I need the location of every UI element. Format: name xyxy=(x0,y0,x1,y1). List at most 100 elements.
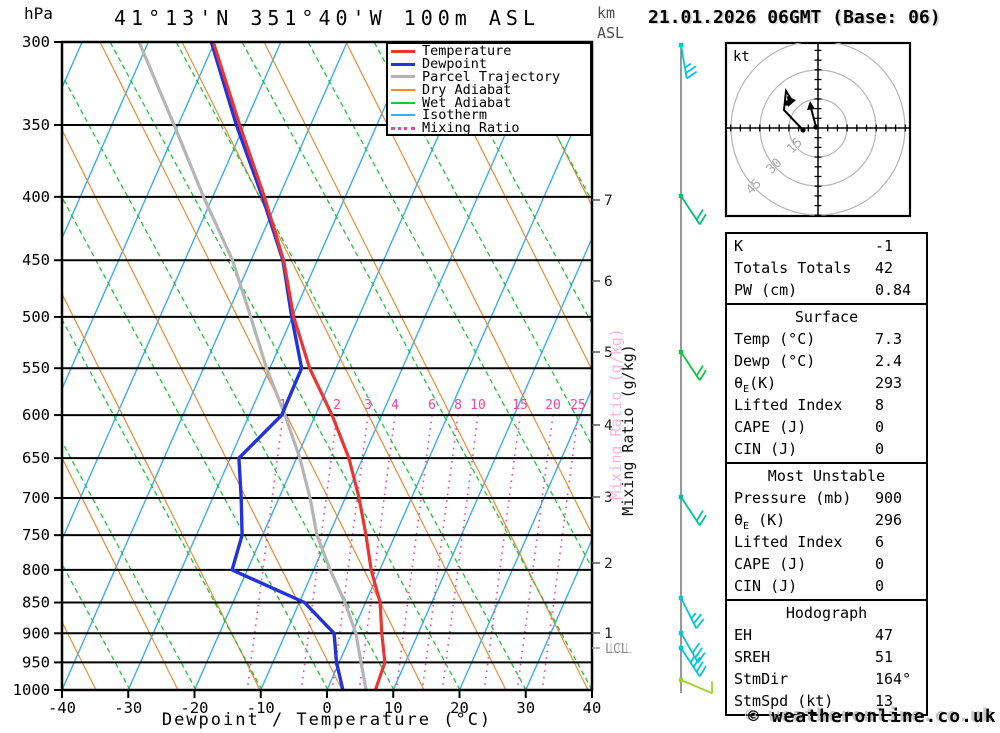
sounding-curves xyxy=(137,42,387,690)
mixing-ratio-axis-label-ghost: Mixing Ratio (g/kg) xyxy=(607,328,625,500)
mixing-ratio-value-label: 20 xyxy=(545,398,561,413)
table-row-value: 47 xyxy=(875,626,894,644)
lcl-label-ghost: LCL xyxy=(609,642,633,657)
temperature-tick-label: 30 xyxy=(516,699,535,717)
table-row-value: 900 xyxy=(875,489,903,507)
table-row-label: Totals Totals xyxy=(734,259,852,277)
table-row: SREH 51 xyxy=(727,646,926,668)
table-row: CAPE (J) 0 xyxy=(727,553,926,575)
table-row-value: 13 xyxy=(875,692,894,710)
table-row-label: CIN (J) xyxy=(734,577,798,595)
dewpoint-line-swatch xyxy=(391,62,415,66)
table-row: Lifted Index 8 xyxy=(727,394,926,416)
table-section-title: Hodograph xyxy=(785,604,868,622)
table-row: CAPE (J) 0 xyxy=(727,416,926,438)
wet-adiabat-lines xyxy=(62,42,592,690)
plot-frame xyxy=(60,40,594,692)
table-row: Temp (°C) 7.3 xyxy=(727,328,926,350)
temperature-tick-label: -30 xyxy=(114,699,142,717)
valid-time-title: 21.01.2026 06GMT (Base: 06) xyxy=(648,7,941,28)
pressure-tick-label: 350 xyxy=(22,116,50,134)
legend-label: Mixing Ratio xyxy=(422,120,520,137)
table-row-label: K xyxy=(734,237,744,255)
km-axis-unit-line1: km xyxy=(597,4,616,22)
table-row-label: SREH xyxy=(734,648,771,666)
pressure-tick-label: 450 xyxy=(22,251,50,269)
table-section-indices: K -1 Totals Totals 42 PW (cm) 0.84 xyxy=(727,234,926,303)
table-row-value: 7.3 xyxy=(875,330,903,348)
table-row: K -1 xyxy=(727,235,926,257)
table-row: StmSpd (kt) 13 xyxy=(727,690,926,712)
copyright: © weatheronline.co.uk xyxy=(748,706,997,727)
wind-barb xyxy=(678,595,705,629)
table-row: Dewp (°C) 2.4 xyxy=(727,350,926,372)
temperature-tick-label: 40 xyxy=(583,699,602,717)
table-section-title: Surface xyxy=(794,308,859,326)
table-row-value: 0 xyxy=(875,555,885,573)
km-axis-unit: km ASL xyxy=(597,3,624,43)
pressure-tick-label: 500 xyxy=(22,308,50,326)
pressure-tick-label: 650 xyxy=(22,449,50,467)
table-row-label: EH xyxy=(734,626,753,644)
table-row: StmDir 164° xyxy=(727,668,926,690)
pressure-tick-label: 950 xyxy=(22,653,50,671)
km-tick-label: 6 xyxy=(604,274,613,290)
parcel-trajectory-curve xyxy=(137,42,368,690)
wind-barb xyxy=(678,677,714,695)
indices-table: K -1 Totals Totals 42 PW (cm) 0.84 Surface Temp… xyxy=(725,232,928,716)
plot-background: 1 2 3 4 6 8 10 15 20 25 xyxy=(62,42,592,690)
legend-label: Parcel Trajectory xyxy=(422,69,561,85)
table-row-value: 6 xyxy=(875,533,885,551)
temperature-line-swatch xyxy=(391,49,415,53)
mixing-ratio-value-label: 8 xyxy=(454,398,462,413)
legend-item-parcel-trajectory: Parcel Trajectory xyxy=(388,69,590,85)
hodograph-trace xyxy=(810,107,817,128)
mixing-ratio-line-swatch xyxy=(391,126,415,130)
temperature-tick-label: 20 xyxy=(450,699,469,717)
wet-adiabat-line-swatch xyxy=(391,101,415,104)
table-row: θE(K) 293 xyxy=(727,372,926,395)
mixing-ratio-value-label: 4 xyxy=(391,398,399,413)
table-row: Totals Totals 42 xyxy=(727,257,926,279)
km-tick-label: 2 xyxy=(604,556,613,572)
legend-label: Dry Adiabat xyxy=(422,81,512,98)
table-row-label: Temp (°C) xyxy=(734,330,816,348)
table-row-label: Lifted Index xyxy=(734,396,843,414)
table-row-value: 0.84 xyxy=(875,281,912,299)
table-row-label: CAPE (J) xyxy=(734,418,807,436)
legend-item-isotherm: Isotherm xyxy=(388,107,590,123)
parcel-line-swatch xyxy=(391,75,415,79)
table-row-value: 293 xyxy=(875,374,903,392)
pressure-axis-unit: hPa xyxy=(24,4,53,23)
table-row: Lifted Index 6 xyxy=(727,531,926,553)
legend-item-dry-adiabat: Dry Adiabat xyxy=(388,81,590,98)
pressure-grid-lines xyxy=(62,123,592,664)
table-row: CIN (J) 0 xyxy=(727,575,926,597)
table-row-label: PW (cm) xyxy=(734,281,798,299)
temperature-tick-label: 10 xyxy=(384,699,403,717)
table-row: θE (K) 296 xyxy=(727,509,926,532)
table-row-value: 0 xyxy=(875,577,885,595)
temperature-tick-label: -40 xyxy=(48,699,76,717)
pressure-tick-label: 550 xyxy=(22,359,50,377)
table-row-label: Dewp (°C) xyxy=(734,352,816,370)
mixing-ratio-value-label: 2 xyxy=(333,398,341,413)
hodograph-unit-label: kt xyxy=(733,49,750,65)
legend-item-dewpoint: Dewpoint xyxy=(388,56,590,73)
hodograph-arrowhead xyxy=(807,101,815,110)
wind-barb xyxy=(678,193,707,225)
mixing-ratio-lines: 1 2 3 4 6 8 10 15 20 25 xyxy=(246,398,586,690)
table-row-value: 296 xyxy=(875,511,903,529)
temperature-curve xyxy=(211,42,387,690)
table-row-label: CIN (J) xyxy=(734,440,798,458)
pressure-tick-label: 700 xyxy=(22,489,50,507)
table-row-value: 42 xyxy=(875,259,894,277)
hodograph-trace-dot xyxy=(813,124,819,130)
legend-label: Dewpoint xyxy=(422,56,488,73)
mixing-ratio-value-label: 6 xyxy=(428,398,436,413)
table-row-label: Pressure (mb) xyxy=(734,489,852,507)
table-row-value: 0 xyxy=(875,440,885,458)
